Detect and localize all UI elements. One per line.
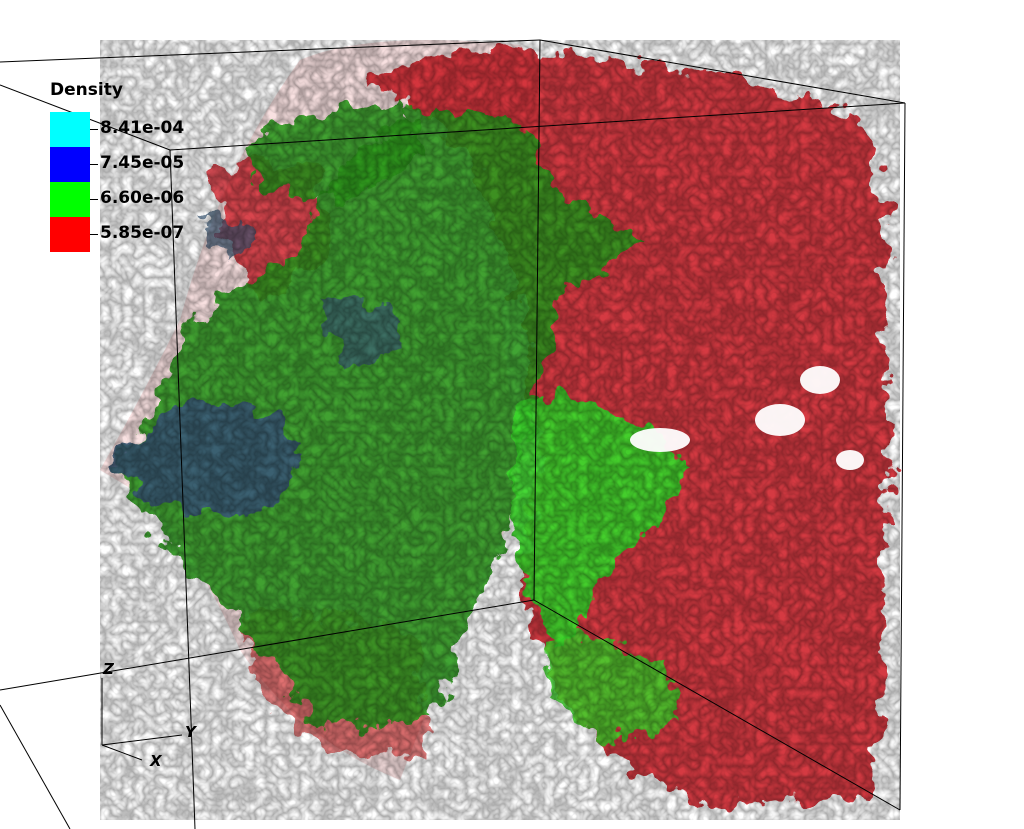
legend-swatch	[50, 217, 90, 252]
legend-swatch	[50, 182, 90, 217]
legend-item: 5.85e-07	[50, 217, 230, 252]
axis-label-y: Y	[185, 723, 196, 741]
legend-swatch	[50, 112, 90, 147]
legend-tick	[90, 234, 98, 235]
legend-label: 7.45e-05	[100, 153, 185, 173]
orientation-axes	[101, 678, 183, 761]
legend-title: Density	[50, 80, 123, 100]
axis-label-x: X	[150, 752, 162, 770]
gaps	[630, 366, 864, 470]
legend-tick	[90, 164, 98, 165]
legend-item: 8.41e-04	[50, 112, 230, 147]
axis-label-z: Z	[103, 660, 114, 678]
legend-swatch	[50, 147, 90, 182]
legend-item: 7.45e-05	[50, 147, 230, 182]
legend-tick	[90, 129, 98, 130]
legend-item: 6.60e-06	[50, 182, 230, 217]
legend-label: 5.85e-07	[100, 223, 185, 243]
legend-label: 6.60e-06	[100, 188, 185, 208]
legend-tick	[90, 199, 98, 200]
legend-label: 8.41e-04	[100, 118, 185, 138]
